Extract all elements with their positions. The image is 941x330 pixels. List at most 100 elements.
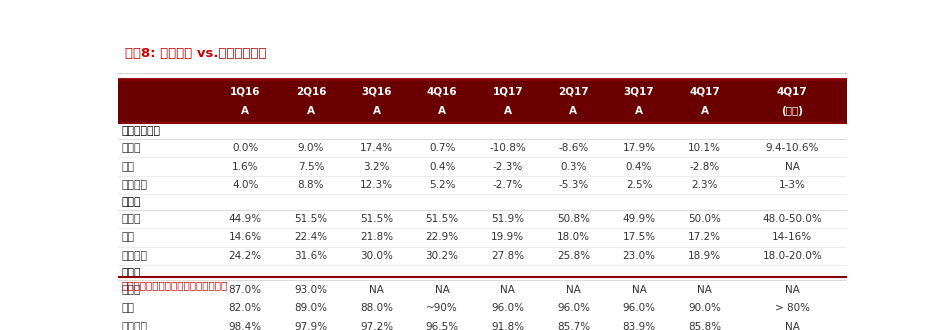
Text: 1Q17: 1Q17 <box>492 86 523 96</box>
Text: NA: NA <box>369 285 384 295</box>
Text: NA: NA <box>697 285 712 295</box>
Text: 17.4%: 17.4% <box>360 143 393 153</box>
Text: 96.0%: 96.0% <box>491 303 524 313</box>
Text: 4Q17: 4Q17 <box>777 86 807 96</box>
Text: 22.9%: 22.9% <box>425 232 458 243</box>
Text: 91.8%: 91.8% <box>491 322 524 330</box>
Text: 台积电: 台积电 <box>121 214 141 224</box>
Text: 31.6%: 31.6% <box>295 251 327 261</box>
Text: 台积电: 台积电 <box>121 285 141 295</box>
Text: > 80%: > 80% <box>774 303 809 313</box>
Text: 18.9%: 18.9% <box>688 251 721 261</box>
Text: 毛利率: 毛利率 <box>121 197 141 207</box>
Text: NA: NA <box>501 285 516 295</box>
Text: 21.8%: 21.8% <box>360 232 393 243</box>
Text: -10.8%: -10.8% <box>489 143 526 153</box>
Text: 50.0%: 50.0% <box>688 214 721 224</box>
Text: 0.3%: 0.3% <box>560 161 586 172</box>
Text: 0.0%: 0.0% <box>232 143 259 153</box>
Text: A: A <box>503 106 512 116</box>
Text: 12.3%: 12.3% <box>360 180 393 190</box>
Text: 93.0%: 93.0% <box>295 285 327 295</box>
Text: 联电: 联电 <box>121 161 135 172</box>
Text: 3Q17: 3Q17 <box>624 86 654 96</box>
Text: 48.0-50.0%: 48.0-50.0% <box>762 214 822 224</box>
Text: 中芯国际: 中芯国际 <box>121 180 148 190</box>
Text: 83.9%: 83.9% <box>623 322 656 330</box>
Text: 96.0%: 96.0% <box>557 303 590 313</box>
Text: 87.0%: 87.0% <box>229 285 262 295</box>
Text: ~90%: ~90% <box>426 303 458 313</box>
Text: 98.4%: 98.4% <box>229 322 262 330</box>
Text: 中芯国际: 中芯国际 <box>121 322 148 330</box>
Text: A: A <box>241 106 249 116</box>
Text: -2.3%: -2.3% <box>493 161 523 172</box>
Text: 23.0%: 23.0% <box>623 251 656 261</box>
Text: 联电: 联电 <box>121 303 135 313</box>
Text: 稼动率: 稼动率 <box>121 268 141 278</box>
Text: 1-3%: 1-3% <box>779 180 805 190</box>
Text: 30.0%: 30.0% <box>360 251 393 261</box>
Text: 联电: 联电 <box>121 232 135 243</box>
Text: NA: NA <box>785 322 800 330</box>
Text: 30.2%: 30.2% <box>425 251 458 261</box>
Text: 2.5%: 2.5% <box>626 180 652 190</box>
Text: 0.7%: 0.7% <box>429 143 455 153</box>
Text: A: A <box>701 106 709 116</box>
Text: 17.2%: 17.2% <box>688 232 721 243</box>
Text: 4Q17: 4Q17 <box>690 86 720 96</box>
Text: 96.0%: 96.0% <box>623 303 656 313</box>
Text: A: A <box>373 106 380 116</box>
Text: 2.3%: 2.3% <box>692 180 718 190</box>
Text: 97.9%: 97.9% <box>295 322 327 330</box>
Text: 14.6%: 14.6% <box>229 232 262 243</box>
Text: A: A <box>439 106 446 116</box>
Text: 50.8%: 50.8% <box>557 214 590 224</box>
Text: 49.9%: 49.9% <box>623 214 656 224</box>
Text: 14-16%: 14-16% <box>773 232 812 243</box>
Text: 3.2%: 3.2% <box>363 161 390 172</box>
Text: 台积电: 台积电 <box>121 143 141 153</box>
Text: -5.3%: -5.3% <box>558 180 588 190</box>
Text: 25.8%: 25.8% <box>557 251 590 261</box>
Text: 18.0-20.0%: 18.0-20.0% <box>762 251 822 261</box>
Text: 27.8%: 27.8% <box>491 251 524 261</box>
Text: 8.8%: 8.8% <box>297 180 324 190</box>
Text: 51.5%: 51.5% <box>295 214 327 224</box>
Text: 18.0%: 18.0% <box>557 232 590 243</box>
Text: 89.0%: 89.0% <box>295 303 327 313</box>
Text: 资料来源：公司数据，中金公司研究部: 资料来源：公司数据，中金公司研究部 <box>121 280 228 290</box>
Text: 1Q16: 1Q16 <box>230 86 261 96</box>
Text: -2.8%: -2.8% <box>690 161 720 172</box>
Text: 19.9%: 19.9% <box>491 232 524 243</box>
Text: (指引): (指引) <box>781 106 804 116</box>
Text: 收入环比增长: 收入环比增长 <box>121 126 160 136</box>
Text: 90.0%: 90.0% <box>688 303 721 313</box>
Text: 4Q16: 4Q16 <box>427 86 457 96</box>
Text: 0.4%: 0.4% <box>626 161 652 172</box>
Text: 9.0%: 9.0% <box>297 143 324 153</box>
Text: 17.5%: 17.5% <box>623 232 656 243</box>
Text: NA: NA <box>785 161 800 172</box>
Text: NA: NA <box>785 285 800 295</box>
Text: 51.5%: 51.5% <box>360 214 393 224</box>
Text: -2.7%: -2.7% <box>493 180 523 190</box>
Text: 22.4%: 22.4% <box>295 232 327 243</box>
Text: 96.5%: 96.5% <box>425 322 458 330</box>
Text: 88.0%: 88.0% <box>360 303 393 313</box>
Text: A: A <box>307 106 315 116</box>
Bar <box>118 79 847 123</box>
Text: -8.6%: -8.6% <box>558 143 588 153</box>
Text: NA: NA <box>631 285 646 295</box>
Text: 5.2%: 5.2% <box>429 180 455 190</box>
Text: 2Q17: 2Q17 <box>558 86 589 96</box>
Text: NA: NA <box>435 285 450 295</box>
Text: NA: NA <box>566 285 581 295</box>
Text: 1.6%: 1.6% <box>232 161 259 172</box>
Text: 10.1%: 10.1% <box>688 143 721 153</box>
Text: 85.7%: 85.7% <box>557 322 590 330</box>
Text: 图表8: 季度数据 vs.台积电和联电: 图表8: 季度数据 vs.台积电和联电 <box>125 47 266 60</box>
Text: 中芯国际: 中芯国际 <box>121 251 148 261</box>
Text: 97.2%: 97.2% <box>360 322 393 330</box>
Text: 3Q16: 3Q16 <box>361 86 391 96</box>
